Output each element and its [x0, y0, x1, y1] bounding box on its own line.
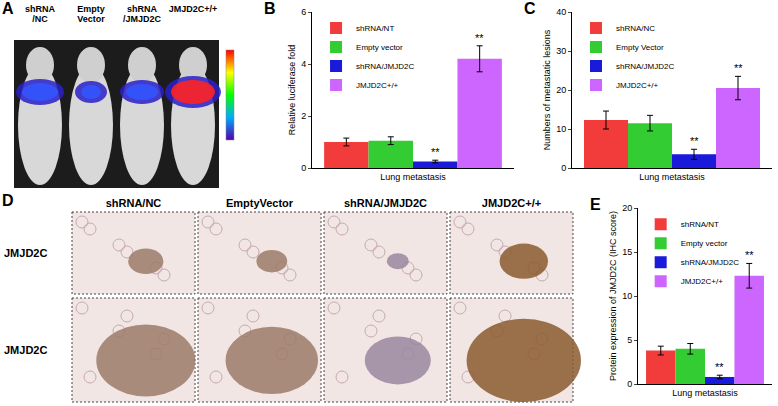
svg-text:JMJD2C+/+: JMJD2C+/+ — [482, 197, 541, 209]
svg-text:shRNA/JMJD2C: shRNA/JMJD2C — [616, 62, 674, 71]
svg-text:Lung metastasis: Lung metastasis — [672, 388, 738, 398]
svg-text:Empty vector: Empty vector — [681, 239, 728, 248]
svg-text:5: 5 — [627, 335, 632, 345]
svg-text:**: ** — [475, 32, 484, 44]
svg-text:shRNA/JMJD2C: shRNA/JMJD2C — [681, 258, 739, 267]
svg-text:JMJD2C+/+: JMJD2C+/+ — [616, 81, 659, 90]
svg-text:shRNA/JMJD2C: shRNA/JMJD2C — [344, 197, 427, 209]
svg-text:shRNA/NC: shRNA/NC — [106, 197, 162, 209]
html-text:A: A — [2, 0, 14, 17]
svg-text:15: 15 — [622, 247, 632, 257]
svg-text:EmptyVector: EmptyVector — [226, 197, 294, 209]
svg-text:JMJD2C+/+: JMJD2C+/+ — [169, 4, 218, 14]
svg-text:0: 0 — [561, 163, 566, 173]
svg-text:Empty Vector: Empty Vector — [616, 43, 664, 52]
svg-text:10: 10 — [622, 291, 632, 301]
svg-text:shRNA/NC: shRNA/NC — [25, 4, 56, 24]
html-text:D: D — [2, 192, 14, 209]
svg-text:0: 0 — [301, 163, 306, 173]
svg-text:20: 20 — [622, 203, 632, 213]
svg-text:JMJD2C+/+: JMJD2C+/+ — [356, 81, 399, 90]
svg-text:EmptyVector: EmptyVector — [77, 4, 105, 24]
svg-text:30: 30 — [556, 46, 566, 56]
svg-text:Protein expression of JMJD2C (: Protein expression of JMJD2C (IHC score) — [608, 211, 618, 381]
svg-text:40: 40 — [556, 7, 566, 17]
svg-text:0: 0 — [627, 379, 632, 389]
svg-text:20: 20 — [556, 85, 566, 95]
svg-text:shRNA/NT: shRNA/NT — [356, 24, 394, 33]
html-text:B: B — [264, 0, 276, 17]
svg-text:4: 4 — [301, 59, 306, 69]
svg-text:Lung metastasis: Lung metastasis — [639, 172, 705, 182]
svg-text:2: 2 — [301, 111, 306, 121]
svg-text:**: ** — [745, 249, 754, 261]
svg-text:6: 6 — [301, 7, 306, 17]
svg-text:**: ** — [734, 62, 743, 74]
svg-text:shRNA/NT: shRNA/NT — [681, 220, 719, 229]
svg-text:JMJD2C: JMJD2C — [4, 344, 47, 356]
svg-text:shRNA/JMJD2C: shRNA/JMJD2C — [123, 4, 162, 24]
svg-text:Relative luciferase fold: Relative luciferase fold — [287, 45, 297, 136]
svg-text:Empty vector: Empty vector — [356, 43, 403, 52]
svg-text:Numbers of metastatic lesions: Numbers of metastatic lesions — [542, 29, 552, 150]
svg-text:shRNA/JMJD2C: shRNA/JMJD2C — [356, 62, 414, 71]
svg-text:Lung metastasis: Lung metastasis — [380, 172, 446, 182]
svg-text:JMJD2C: JMJD2C — [4, 247, 47, 259]
svg-text:**: ** — [715, 361, 724, 373]
svg-text:JMJD2C+/+: JMJD2C+/+ — [681, 277, 724, 286]
svg-text:**: ** — [690, 135, 699, 147]
svg-text:shRNA/NC: shRNA/NC — [616, 24, 655, 33]
html-text:C: C — [524, 0, 536, 17]
svg-text:**: ** — [431, 146, 440, 158]
svg-text:10: 10 — [556, 124, 566, 134]
html-text:E: E — [590, 196, 601, 213]
